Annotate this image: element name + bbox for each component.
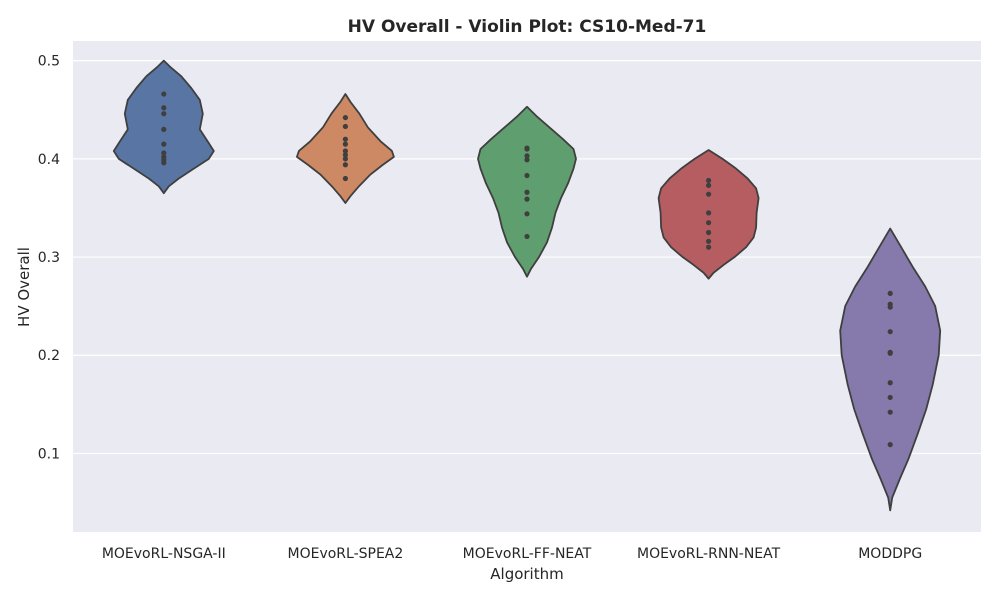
data-point (161, 141, 167, 147)
y-tick-labels: 0.1 0.2 0.3 0.4 0.5 (38, 54, 60, 463)
x-tick-label: MOEvoRL-RNN-NEAT (637, 546, 781, 562)
data-point (887, 350, 893, 356)
data-point (706, 220, 712, 226)
x-axis-label: Algorithm (490, 565, 563, 583)
data-point (706, 191, 712, 197)
data-point (161, 91, 167, 97)
data-point (524, 233, 530, 240)
data-point (887, 442, 893, 448)
data-point (706, 177, 712, 184)
violin-moddpg (839, 227, 942, 512)
data-point (706, 229, 712, 236)
data-point (887, 394, 893, 401)
data-point (887, 329, 893, 335)
data-point (161, 150, 167, 156)
data-point (161, 126, 167, 132)
x-tick-label: MOEvoRL-NSGA-II (102, 546, 226, 562)
data-point (161, 111, 167, 117)
y-tick-label: 0.2 (38, 348, 60, 364)
data-point (887, 290, 893, 296)
y-tick-label: 0.4 (38, 152, 60, 168)
data-points (161, 91, 893, 448)
data-point (342, 114, 348, 121)
y-tick-label: 0.3 (38, 250, 60, 266)
data-point (524, 211, 530, 217)
y-tick-label: 0.5 (38, 54, 60, 70)
x-tick-labels: MOEvoRL-NSGA-II MOEvoRL-SPEA2 MOEvoRL-FF-N… (102, 546, 922, 562)
x-tick-label: MOEvoRL-FF-NEAT (463, 546, 592, 562)
data-point (342, 123, 348, 130)
data-point (161, 105, 167, 111)
data-point (887, 304, 893, 310)
data-point (342, 156, 348, 162)
violins (112, 59, 942, 512)
data-point (342, 152, 348, 158)
chart-title: HV Overall - Violin Plot: CS10-Med-71 (348, 17, 707, 37)
data-point (524, 172, 530, 179)
data-point (524, 196, 530, 202)
data-point (524, 153, 530, 159)
data-point (342, 162, 348, 168)
data-point (524, 157, 530, 163)
data-point (887, 409, 893, 415)
data-point (706, 210, 712, 216)
data-point (161, 160, 167, 166)
data-point (706, 244, 712, 250)
data-point (342, 175, 348, 182)
data-point (706, 238, 712, 244)
data-point (342, 136, 348, 142)
y-tick-label: 0.1 (38, 446, 60, 462)
data-point (524, 189, 530, 195)
data-point (887, 380, 893, 386)
data-point (524, 146, 530, 152)
data-point (706, 182, 712, 188)
x-tick-label: MOEvoRL-SPEA2 (288, 546, 404, 562)
y-axis-label: HV Overall (15, 247, 33, 327)
data-point (342, 141, 348, 147)
data-point (342, 148, 348, 154)
x-tick-label: MODDPG (858, 546, 922, 562)
